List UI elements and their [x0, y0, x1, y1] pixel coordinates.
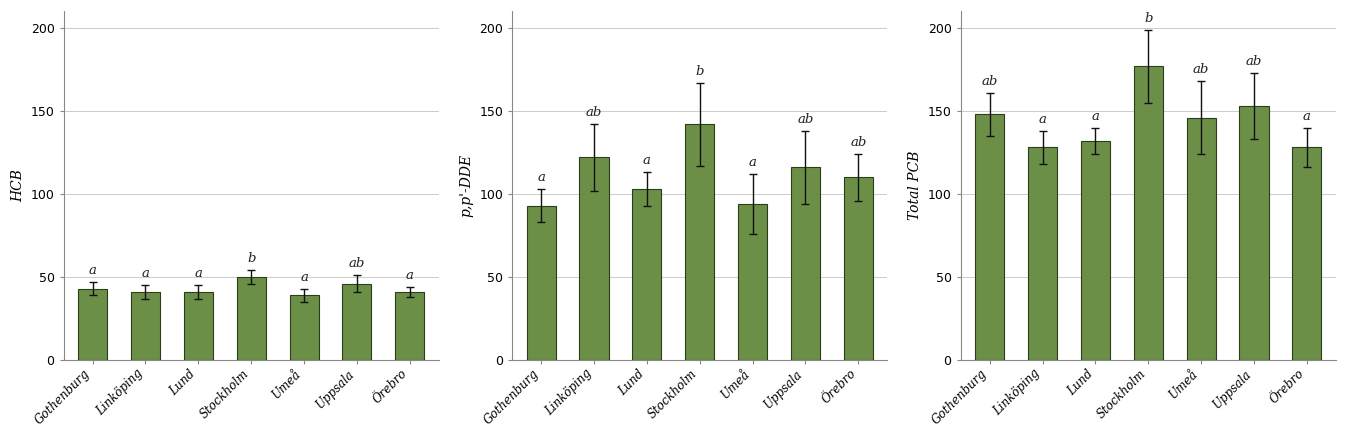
Bar	[183, 292, 213, 360]
Bar	[290, 295, 319, 360]
Text: ab: ab	[850, 136, 866, 149]
Bar	[527, 205, 556, 360]
Bar	[843, 177, 873, 360]
Bar	[632, 189, 661, 360]
Bar	[1080, 141, 1110, 360]
Bar	[738, 204, 766, 360]
Bar	[1187, 117, 1215, 360]
Text: a: a	[1091, 110, 1099, 123]
Text: ab: ab	[1246, 55, 1262, 68]
Text: a: a	[1303, 110, 1311, 123]
Text: b: b	[247, 252, 256, 265]
Text: a: a	[141, 267, 150, 280]
Bar	[975, 114, 1005, 360]
Text: a: a	[1039, 113, 1047, 126]
Text: a: a	[300, 271, 308, 284]
Bar	[78, 289, 108, 360]
Bar	[1292, 148, 1321, 360]
Text: ab: ab	[982, 74, 998, 88]
Bar	[686, 124, 714, 360]
Bar	[1239, 106, 1269, 360]
Text: ab: ab	[349, 258, 365, 270]
Bar	[342, 284, 372, 360]
Bar	[1028, 148, 1057, 360]
Bar	[395, 292, 424, 360]
Text: ab: ab	[1193, 63, 1210, 76]
Text: a: a	[643, 154, 651, 167]
Y-axis label: HCB: HCB	[11, 169, 26, 202]
Y-axis label: Total PCB: Total PCB	[908, 151, 923, 220]
Bar	[579, 157, 609, 360]
Text: a: a	[749, 156, 757, 169]
Bar	[1134, 66, 1162, 360]
Text: a: a	[89, 264, 97, 277]
Bar	[131, 292, 160, 360]
Text: ab: ab	[797, 113, 814, 126]
Text: a: a	[194, 267, 202, 280]
Text: b: b	[695, 65, 704, 78]
Text: ab: ab	[586, 106, 602, 119]
Y-axis label: p,p'-DDE: p,p'-DDE	[459, 154, 474, 217]
Text: b: b	[1144, 11, 1153, 25]
Text: a: a	[405, 269, 414, 282]
Bar	[791, 167, 820, 360]
Text: a: a	[537, 171, 546, 184]
Bar	[237, 277, 265, 360]
